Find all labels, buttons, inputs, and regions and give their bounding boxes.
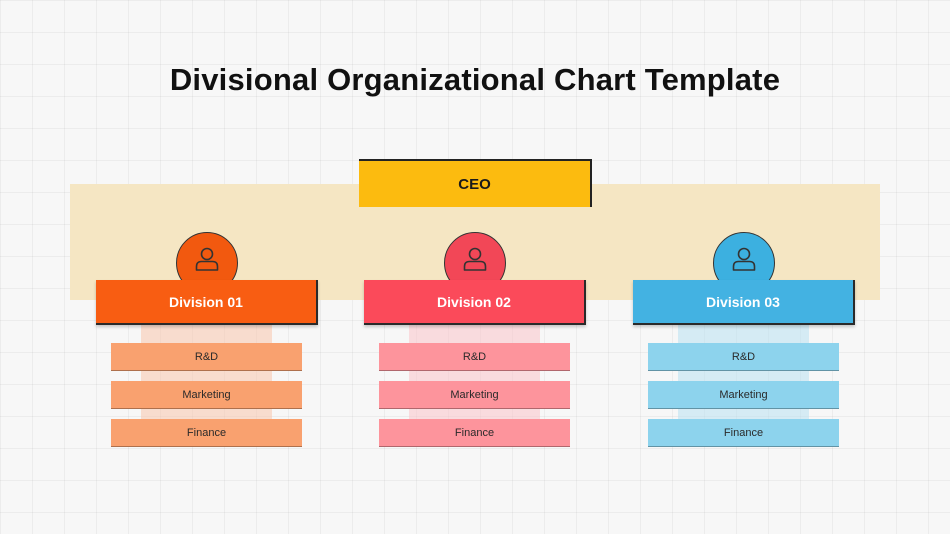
division-card-03: Division 03 R&D Marketing Finance: [633, 232, 855, 447]
division-item-finance: Finance: [111, 419, 302, 447]
division-label: Division 03: [706, 293, 780, 310]
division-stem: [678, 322, 809, 426]
division-item-marketing: Marketing: [111, 381, 302, 409]
division-item-label: Marketing: [450, 388, 499, 401]
division-item-label: Finance: [723, 426, 764, 439]
division-header: Division 03: [633, 280, 855, 325]
division-card-02: Division 02 R&D Marketing Finance: [364, 232, 586, 447]
division-item-label: Finance: [454, 426, 495, 439]
division-card-01: Division 01 R&D Marketing Finance: [96, 232, 318, 447]
division-item-label: Marketing: [719, 388, 768, 401]
division-item-marketing: Marketing: [379, 381, 570, 409]
division-item-label: Marketing: [182, 388, 231, 401]
person-icon: [195, 247, 219, 271]
division-item-label: R&D: [194, 350, 219, 363]
division-item-finance: Finance: [648, 419, 839, 447]
division-item-rd: R&D: [379, 343, 570, 371]
person-icon: [463, 247, 487, 271]
division-label: Division 02: [437, 293, 511, 310]
division-item-label: R&D: [731, 350, 756, 363]
division-header: Division 02: [364, 280, 586, 325]
page-title: Divisional Organizational Chart Template: [169, 62, 781, 97]
ceo-box: CEO: [359, 159, 592, 207]
division-item-rd: R&D: [648, 343, 839, 371]
division-item-marketing: Marketing: [648, 381, 839, 409]
division-stem: [409, 322, 540, 426]
division-header: Division 01: [96, 280, 318, 325]
division-stem: [141, 322, 272, 426]
person-icon: [732, 247, 756, 271]
division-item-label: R&D: [462, 350, 487, 363]
ceo-label: CEO: [458, 175, 491, 193]
division-label: Division 01: [169, 293, 243, 310]
division-item-finance: Finance: [379, 419, 570, 447]
division-item-label: Finance: [186, 426, 227, 439]
division-item-rd: R&D: [111, 343, 302, 371]
